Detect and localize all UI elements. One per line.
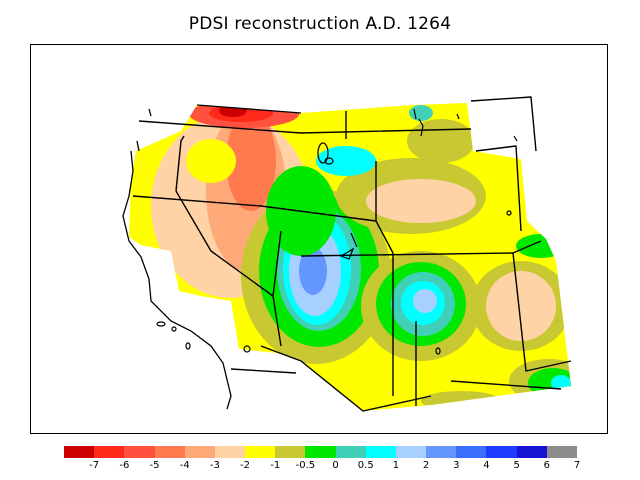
state-line-mexico bbox=[450, 380, 562, 390]
map-title: PDSI reconstruction A.D. 1264 bbox=[188, 14, 452, 34]
state-line-az-mex bbox=[260, 345, 432, 412]
legend-tick-label: -1 bbox=[270, 460, 281, 471]
legend-swatch bbox=[94, 446, 125, 458]
legend-swatch bbox=[426, 446, 457, 458]
legend-swatch bbox=[516, 446, 547, 458]
legend-swatch bbox=[64, 446, 95, 458]
legend-swatch bbox=[365, 446, 396, 458]
legend-tick-label: 6 bbox=[543, 460, 550, 471]
legend-swatch bbox=[395, 446, 427, 458]
legend-tick-labels: -7 -6 -5 -4 -3 -2 -1 -0.5 0 0.5 1 2 3 4 5 6 7 bbox=[64, 460, 581, 474]
legend-tick-label: 1 bbox=[392, 460, 400, 471]
legend-swatch bbox=[154, 446, 185, 458]
coastline bbox=[122, 104, 302, 410]
state-line-canada bbox=[470, 96, 537, 152]
legend-swatch bbox=[245, 446, 276, 458]
state-line-north bbox=[138, 120, 472, 134]
legend-tick-label: 2 bbox=[422, 460, 430, 471]
legend-tick-label: -4 bbox=[179, 460, 190, 471]
legend-tick-label: -5 bbox=[149, 460, 160, 471]
lakes bbox=[156, 108, 518, 355]
state-line-ne-curve bbox=[175, 135, 185, 192]
legend-color-bar bbox=[64, 446, 577, 458]
state-line-co-nm bbox=[512, 252, 572, 372]
legend-tick-label: -3 bbox=[209, 460, 220, 471]
state-line-or-ca bbox=[132, 195, 262, 207]
legend-swatch bbox=[456, 446, 487, 458]
legend-swatch bbox=[486, 446, 517, 458]
legend-tick-label: -0.5 bbox=[295, 460, 316, 471]
legend-tick-label: 4 bbox=[483, 460, 490, 471]
state-line-nm-az bbox=[475, 145, 522, 232]
state-line-nv-az bbox=[272, 230, 282, 297]
legend-swatch bbox=[546, 446, 577, 458]
state-line-ca-nv bbox=[175, 190, 282, 347]
legend-tick-label: 0.5 bbox=[357, 460, 374, 471]
map-frame bbox=[30, 44, 608, 434]
legend-tick-label: 7 bbox=[573, 460, 581, 471]
state-line-ut-east bbox=[375, 220, 394, 254]
legend-tick-label: -6 bbox=[119, 460, 130, 471]
legend-tick-label: -7 bbox=[89, 460, 100, 471]
legend-swatch bbox=[275, 446, 306, 458]
legend-swatch bbox=[124, 446, 155, 458]
legend-swatch bbox=[305, 446, 336, 458]
pdsi-map bbox=[122, 96, 572, 412]
legend-tick-label: -2 bbox=[240, 460, 251, 471]
legend-tick-label: 0 bbox=[332, 460, 339, 471]
legend-swatch bbox=[184, 446, 215, 458]
legend-swatch bbox=[214, 446, 246, 458]
legend-swatch bbox=[335, 446, 366, 458]
legend-tick-label: 5 bbox=[513, 460, 520, 471]
legend-tick-label: 3 bbox=[453, 460, 460, 471]
state-boundaries bbox=[132, 96, 572, 412]
state-line-ca-mex bbox=[230, 368, 297, 374]
